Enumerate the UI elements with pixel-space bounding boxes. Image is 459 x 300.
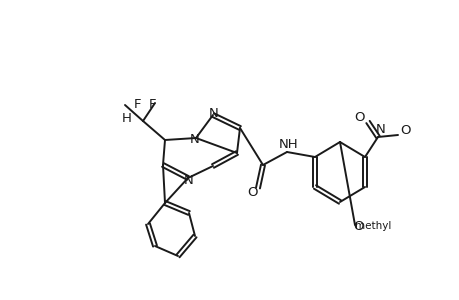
- Text: methyl: methyl: [354, 221, 390, 231]
- Text: F: F: [134, 98, 141, 110]
- Text: N: N: [190, 133, 200, 146]
- Text: O: O: [354, 110, 364, 124]
- Text: F: F: [149, 98, 157, 110]
- Text: NH: NH: [279, 137, 298, 151]
- Text: N: N: [184, 173, 193, 187]
- Text: O: O: [353, 220, 364, 232]
- Text: H: H: [122, 112, 132, 124]
- Text: O: O: [400, 124, 410, 136]
- Text: N: N: [209, 106, 218, 119]
- Text: N: N: [375, 122, 385, 136]
- Text: O: O: [247, 185, 257, 199]
